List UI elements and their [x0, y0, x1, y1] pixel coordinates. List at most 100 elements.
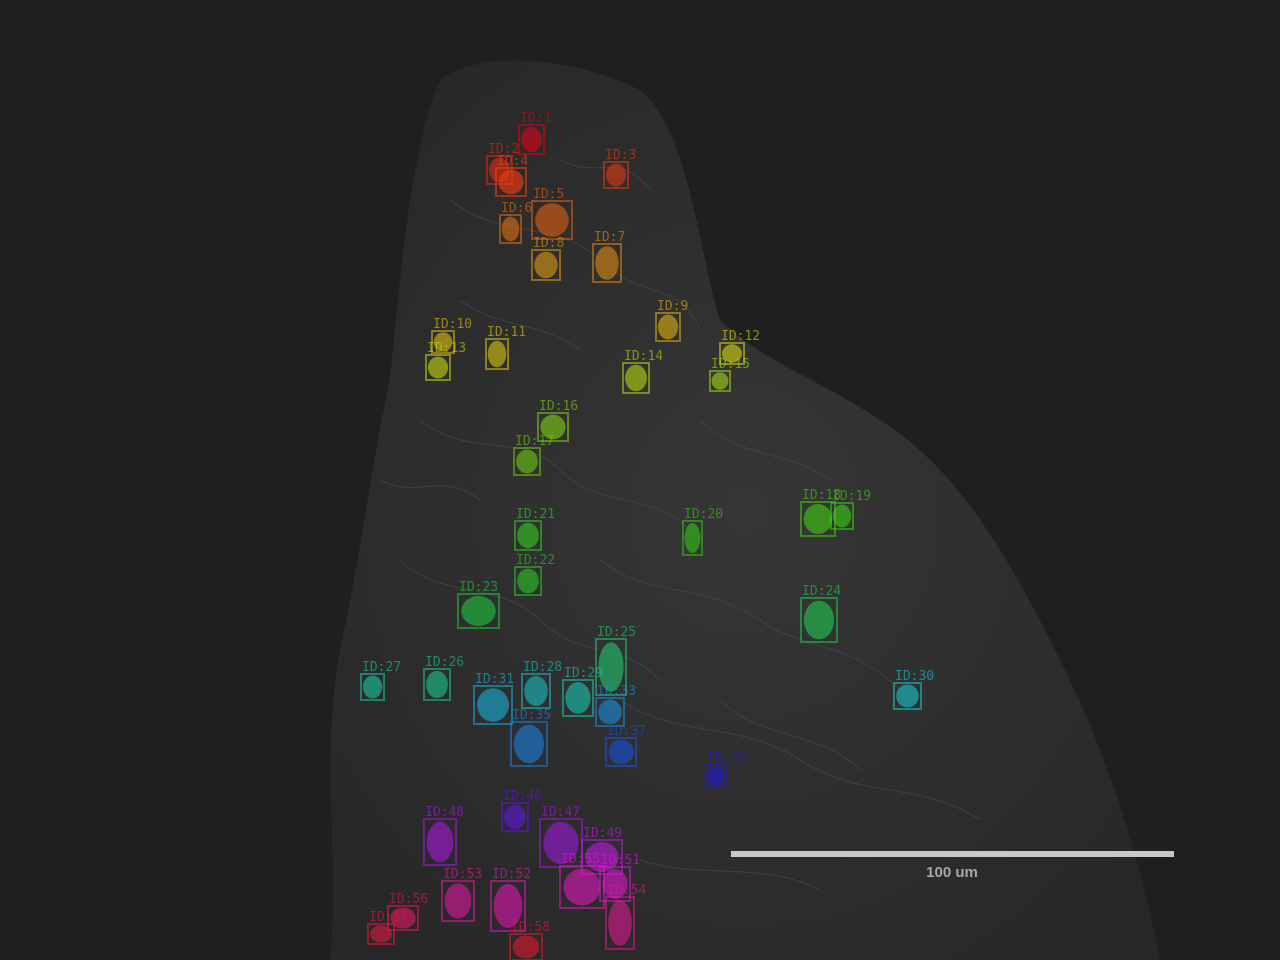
cell-id-label: ID:13	[427, 341, 466, 356]
cell-mask	[803, 600, 835, 640]
scale-bar: 100 um	[731, 851, 1174, 881]
cell-bounding-box	[473, 685, 513, 725]
cell-id-label: ID:12	[721, 329, 760, 344]
cell-bounding-box	[423, 668, 451, 701]
cell-bounding-box	[603, 161, 629, 189]
cell-52: ID:52	[490, 867, 531, 932]
cell-bounding-box	[514, 520, 542, 551]
cell-bounding-box	[705, 764, 727, 788]
cell-14: ID:14	[622, 349, 663, 394]
cell-bounding-box	[605, 737, 637, 767]
cell-id-label: ID:47	[541, 805, 580, 820]
cell-bounding-box	[431, 330, 455, 354]
cell-19: ID:19	[830, 489, 871, 530]
cell-8: ID:8	[531, 236, 564, 281]
cell-bounding-box	[518, 124, 545, 155]
cell-16: ID:16	[537, 399, 578, 442]
cell-mask	[487, 340, 507, 368]
cell-bounding-box	[531, 249, 561, 281]
cell-mask	[625, 364, 647, 392]
cell-5: ID:5	[531, 187, 573, 240]
cell-bounding-box	[592, 243, 622, 283]
cell-bounding-box	[605, 896, 635, 950]
cell-id-label: ID:48	[425, 805, 464, 820]
cell-bounding-box	[595, 638, 627, 696]
cell-mask	[585, 842, 619, 872]
cell-3: ID:3	[603, 148, 636, 189]
cell-mask	[461, 596, 496, 626]
cell-27: ID:27	[360, 660, 401, 701]
cell-bounding-box	[622, 362, 650, 394]
cell-mask	[513, 724, 545, 764]
cell-id-label: ID:2	[488, 142, 519, 157]
cell-id-label: ID:15	[711, 357, 750, 372]
cell-21: ID:21	[514, 507, 555, 551]
tissue-texture	[379, 159, 981, 891]
cell-id-label: ID:54	[607, 883, 646, 898]
cell-id-label: ID:20	[684, 507, 723, 522]
cell-id-label: ID:21	[516, 507, 555, 522]
cell-mask	[512, 935, 540, 959]
cell-id-label: ID:23	[459, 580, 498, 595]
cell-bounding-box	[655, 312, 681, 342]
cell-id-label: ID:1	[520, 111, 551, 126]
cell-mask	[534, 251, 558, 279]
cell-51: ID:51	[599, 853, 640, 902]
cell-mask	[896, 684, 919, 708]
cell-id-label: ID:11	[487, 325, 526, 340]
cell-46: ID:46	[501, 789, 542, 832]
cell-id-label: ID:6	[501, 201, 532, 216]
cell-id-label: ID:42	[707, 751, 746, 766]
cell-id-label: ID:53	[443, 867, 482, 882]
cell-17: ID:17	[513, 434, 554, 476]
cell-bounding-box	[387, 905, 419, 931]
cell-bounding-box	[595, 697, 625, 727]
cell-bounding-box	[537, 412, 569, 442]
cell-18: ID:18	[800, 488, 841, 537]
cell-mask	[707, 766, 725, 786]
cell-id-label: ID:49	[583, 826, 622, 841]
cell-30: ID:30	[893, 669, 934, 710]
cell-id-label: ID:57	[369, 910, 408, 925]
cell-mask	[598, 699, 622, 725]
cell-4: ID:4	[495, 154, 528, 197]
cell-mask	[803, 504, 833, 534]
cell-mask	[504, 804, 526, 830]
cell-23: ID:23	[457, 580, 500, 629]
scale-bar-label: 100 um	[926, 864, 978, 881]
cell-id-label: ID:8	[533, 236, 564, 251]
cell-bounding-box	[490, 880, 526, 932]
cell-mask	[498, 169, 524, 195]
cell-mask	[535, 203, 569, 237]
cell-bounding-box	[485, 338, 509, 370]
cell-id-label: ID:25	[597, 625, 636, 640]
cell-24: ID:24	[800, 584, 841, 643]
cell-mask	[426, 670, 448, 699]
cell-id-label: ID:7	[594, 230, 625, 245]
cell-id-label: ID:10	[433, 317, 472, 332]
cell-35: ID:35	[510, 708, 551, 767]
cell-33: ID:33	[595, 684, 636, 727]
cell-11: ID:11	[485, 325, 526, 370]
cell-mask	[493, 884, 523, 928]
cell-10: ID:10	[431, 317, 472, 354]
cell-26: ID:26	[423, 655, 464, 701]
cell-bounding-box	[510, 721, 548, 767]
cell-53: ID:53	[441, 867, 482, 922]
cell-mask	[832, 504, 852, 528]
cell-bounding-box	[501, 802, 529, 832]
cell-id-label: ID:52	[492, 867, 531, 882]
cell-id-label: ID:30	[895, 669, 934, 684]
cell-bounding-box	[830, 502, 854, 530]
cell-mask	[684, 523, 701, 553]
cell-mask	[433, 332, 453, 352]
cell-mask	[602, 869, 628, 899]
cell-mask	[565, 682, 591, 714]
cell-mask	[427, 356, 449, 379]
cell-56: ID:56	[387, 892, 428, 931]
cell-id-label: ID:24	[802, 584, 841, 599]
cell-bounding-box	[423, 818, 457, 866]
cell-id-label: ID:31	[475, 672, 514, 687]
cell-57: ID:57	[367, 910, 408, 945]
cell-bounding-box	[581, 839, 623, 875]
